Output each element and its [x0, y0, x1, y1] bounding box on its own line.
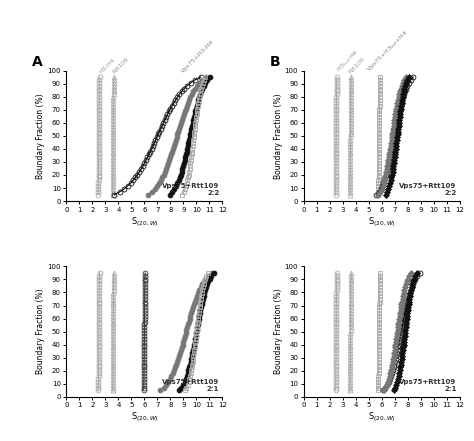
X-axis label: S$_{(20,W)}$: S$_{(20,W)}$: [130, 215, 158, 228]
Y-axis label: Boundary Fraction (%): Boundary Fraction (%): [36, 93, 45, 179]
Text: A: A: [32, 55, 43, 69]
Text: Vps75+Rtt109
2:2: Vps75+Rtt109 2:2: [162, 183, 219, 196]
Text: Rtt109: Rtt109: [112, 56, 130, 75]
Text: B: B: [269, 55, 280, 69]
Text: Vps75+Rtt109
2:1: Vps75+Rtt109 2:1: [162, 379, 219, 392]
X-axis label: S$_{(20,W)}$: S$_{(20,W)}$: [368, 411, 396, 424]
Text: H3$_{\mathregular{buf}}$-H4: H3$_{\mathregular{buf}}$-H4: [335, 48, 361, 75]
X-axis label: S$_{(20,W)}$: S$_{(20,W)}$: [130, 411, 158, 424]
Text: Vps75+H3-H4: Vps75+H3-H4: [181, 40, 216, 75]
Y-axis label: Boundary Fraction (%): Boundary Fraction (%): [273, 93, 283, 179]
Y-axis label: Boundary Fraction (%): Boundary Fraction (%): [273, 289, 283, 374]
Text: Vps75+H3$_{\mathregular{buf}}$+H4: Vps75+H3$_{\mathregular{buf}}$+H4: [365, 28, 411, 75]
X-axis label: S$_{(20,W)}$: S$_{(20,W)}$: [368, 215, 396, 228]
Y-axis label: Boundary Fraction (%): Boundary Fraction (%): [36, 289, 45, 374]
Text: Vps75+Rtt109
2:1: Vps75+Rtt109 2:1: [400, 379, 456, 392]
Text: H3-H4: H3-H4: [99, 57, 117, 75]
Text: Rtt109: Rtt109: [348, 56, 366, 75]
Text: Vps75+Rtt109
2:2: Vps75+Rtt109 2:2: [400, 183, 456, 196]
